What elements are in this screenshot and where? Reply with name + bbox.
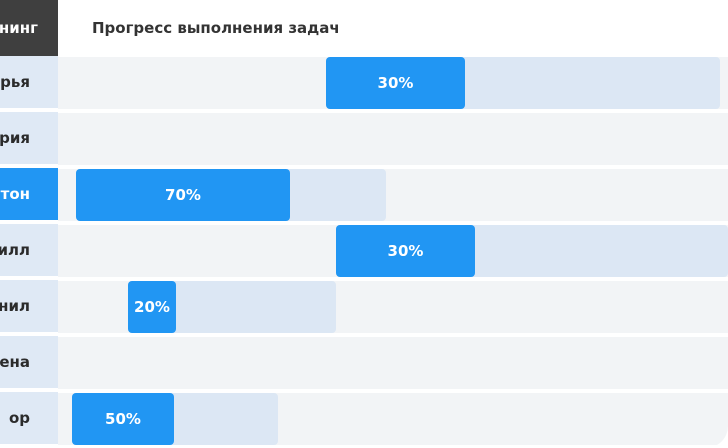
names-column-header: нинг bbox=[0, 0, 58, 56]
row-name-1[interactable]: рья bbox=[0, 56, 58, 108]
progress-bar-4[interactable]: 30% bbox=[336, 225, 475, 277]
row-name-3[interactable]: тон bbox=[0, 168, 58, 220]
progress-bar-7[interactable]: 50% bbox=[72, 393, 174, 445]
row-name-7[interactable]: ор bbox=[0, 392, 58, 444]
progress-bar-1[interactable]: 30% bbox=[326, 57, 465, 109]
row-name-5[interactable]: нил bbox=[0, 280, 58, 332]
progress-bar-3[interactable]: 70% bbox=[76, 169, 290, 221]
row-name-6[interactable]: ена bbox=[0, 336, 58, 388]
timeline-row-7: 50% bbox=[58, 393, 728, 445]
timeline-row-3: 70% bbox=[58, 169, 728, 221]
timeline-row-1: 30% bbox=[58, 57, 728, 109]
timeline-row-6 bbox=[58, 337, 728, 389]
row-name-4[interactable]: рилл bbox=[0, 224, 58, 276]
timeline-row-2 bbox=[58, 113, 728, 165]
progress-bar-5[interactable]: 20% bbox=[128, 281, 176, 333]
row-name-2[interactable]: рия bbox=[0, 112, 58, 164]
timeline-row-4: 30% bbox=[58, 225, 728, 277]
panel-title: Прогресс выполнения задач bbox=[92, 19, 340, 37]
timeline-row-5: 20% bbox=[58, 281, 728, 333]
names-column: нинг рья рия тон рилл нил ена ор bbox=[0, 0, 58, 448]
